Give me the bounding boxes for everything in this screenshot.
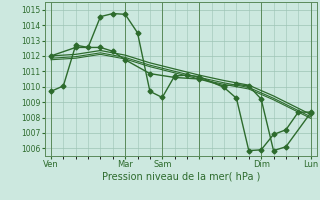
X-axis label: Pression niveau de la mer( hPa ): Pression niveau de la mer( hPa ) (102, 172, 260, 182)
